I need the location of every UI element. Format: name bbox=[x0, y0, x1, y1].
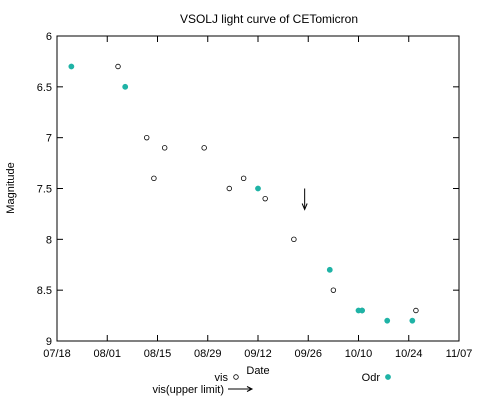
x-tick-label: 07/18 bbox=[43, 348, 71, 360]
legend-label: Odr bbox=[362, 372, 381, 384]
vis-point bbox=[161, 145, 168, 151]
x-tick-label: 10/10 bbox=[345, 348, 373, 360]
x-axis-label: Date bbox=[246, 365, 269, 377]
y-tick-label: 9 bbox=[46, 336, 52, 348]
x-tick-label: 11/07 bbox=[446, 348, 473, 360]
legend-arrow-head bbox=[246, 386, 254, 392]
legend-label: vis bbox=[215, 372, 229, 384]
odr-point bbox=[68, 63, 75, 70]
legend-sample bbox=[233, 374, 239, 380]
x-tick-label: 09/12 bbox=[244, 348, 272, 360]
legend-label: vis(upper limit) bbox=[152, 384, 224, 396]
vis-upper-limit-point bbox=[301, 188, 308, 211]
odr-point bbox=[359, 307, 365, 314]
odr-point bbox=[122, 83, 129, 90]
odr-point bbox=[409, 317, 416, 324]
x-tick-label: 10/24 bbox=[395, 348, 423, 360]
y-tick-label: 8.5 bbox=[37, 285, 52, 297]
y-tick-label: 6 bbox=[46, 31, 52, 43]
vis-point bbox=[151, 175, 157, 182]
x-tick-label: 08/01 bbox=[93, 348, 121, 360]
legend-sample bbox=[385, 374, 391, 380]
y-tick-label: 8 bbox=[46, 234, 52, 246]
odr-point bbox=[384, 317, 391, 324]
x-tick-label: 08/15 bbox=[144, 348, 172, 360]
vis-point bbox=[413, 307, 419, 314]
odr-point bbox=[255, 185, 261, 192]
legend-sample-upper-limit bbox=[228, 386, 254, 392]
vis-point bbox=[330, 287, 337, 293]
vis-point bbox=[115, 63, 121, 70]
x-tick-label: 08/29 bbox=[194, 348, 222, 360]
y-tick-label: 7.5 bbox=[37, 184, 52, 196]
vis-point bbox=[226, 185, 232, 192]
y-tick-label: 6.5 bbox=[37, 82, 52, 94]
odr-point bbox=[326, 266, 333, 273]
vis-point bbox=[240, 175, 247, 182]
vis-point bbox=[144, 134, 150, 141]
vis-point bbox=[291, 236, 297, 243]
upper-limit-arrow-head bbox=[301, 203, 308, 211]
vis-point bbox=[262, 195, 268, 202]
x-tick-label: 09/26 bbox=[294, 348, 322, 360]
y-tick-label: 7 bbox=[46, 133, 52, 145]
chart-title: VSOLJ light curve of CETomicron bbox=[180, 12, 358, 26]
data-marks bbox=[68, 63, 419, 324]
vis-point bbox=[201, 145, 207, 151]
axis-ticks: 07/18 08/01 08/15 08/29 09/12 09/26 10/10 10/24… bbox=[37, 31, 473, 360]
y-axis-label: Magnitude bbox=[5, 162, 17, 213]
